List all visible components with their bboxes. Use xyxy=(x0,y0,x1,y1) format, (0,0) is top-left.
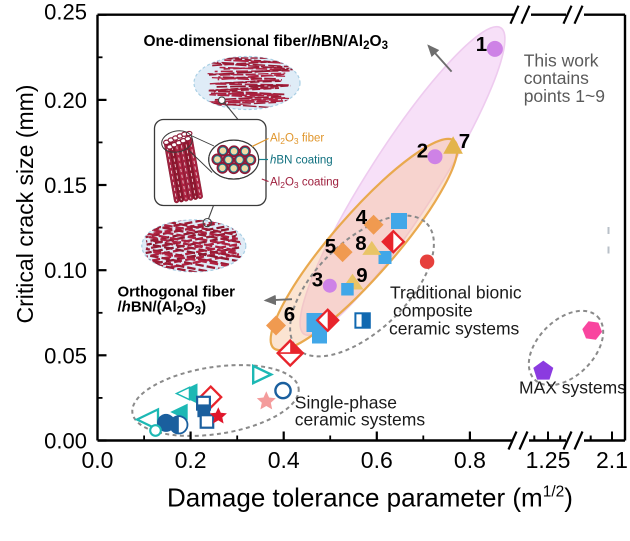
svg-text:5: 5 xyxy=(325,235,336,258)
svg-text:composite: composite xyxy=(393,301,473,321)
svg-text:Damage tolerance parameter (m1: Damage tolerance parameter (m1/2) xyxy=(167,483,573,513)
svg-text:2: 2 xyxy=(417,139,428,162)
svg-text:1.25: 1.25 xyxy=(526,447,571,473)
svg-text:0.25: 0.25 xyxy=(44,0,87,25)
svg-text:2.1: 2.1 xyxy=(596,447,628,473)
svg-text:0.0: 0.0 xyxy=(82,447,114,473)
svg-text:ceramic systems: ceramic systems xyxy=(389,319,520,339)
svg-text:/hBN/(Al2O3): /hBN/(Al2O3) xyxy=(118,299,207,318)
svg-text:0.8: 0.8 xyxy=(454,447,486,473)
svg-text:contains: contains xyxy=(524,68,589,88)
svg-text:6: 6 xyxy=(284,303,295,326)
svg-text:7: 7 xyxy=(459,130,470,153)
svg-text:Traditional bionic: Traditional bionic xyxy=(390,283,522,303)
svg-text:0.05: 0.05 xyxy=(44,343,87,368)
svg-text:One-dimensional fiber/hBN/Al2O: One-dimensional fiber/hBN/Al2O3 xyxy=(144,33,389,52)
svg-text:0.4: 0.4 xyxy=(268,447,300,473)
svg-text:4: 4 xyxy=(356,206,368,229)
svg-text:points 1~9: points 1~9 xyxy=(524,86,605,106)
svg-text:1: 1 xyxy=(476,33,487,56)
svg-text:3: 3 xyxy=(312,269,323,292)
svg-text:0.15: 0.15 xyxy=(44,173,87,198)
svg-text:MAX systems: MAX systems xyxy=(519,378,626,398)
svg-text:0.20: 0.20 xyxy=(44,88,87,113)
svg-text:0.6: 0.6 xyxy=(361,447,393,473)
svg-text:hBN coating: hBN coating xyxy=(270,155,333,167)
svg-text:8: 8 xyxy=(355,232,366,255)
svg-text:ceramic systems: ceramic systems xyxy=(295,410,426,430)
svg-text:0.2: 0.2 xyxy=(175,447,207,473)
svg-text:0.10: 0.10 xyxy=(44,258,87,283)
svg-text:9: 9 xyxy=(356,264,367,287)
svg-text:Critical crack size (mm): Critical crack size (mm) xyxy=(12,85,38,324)
